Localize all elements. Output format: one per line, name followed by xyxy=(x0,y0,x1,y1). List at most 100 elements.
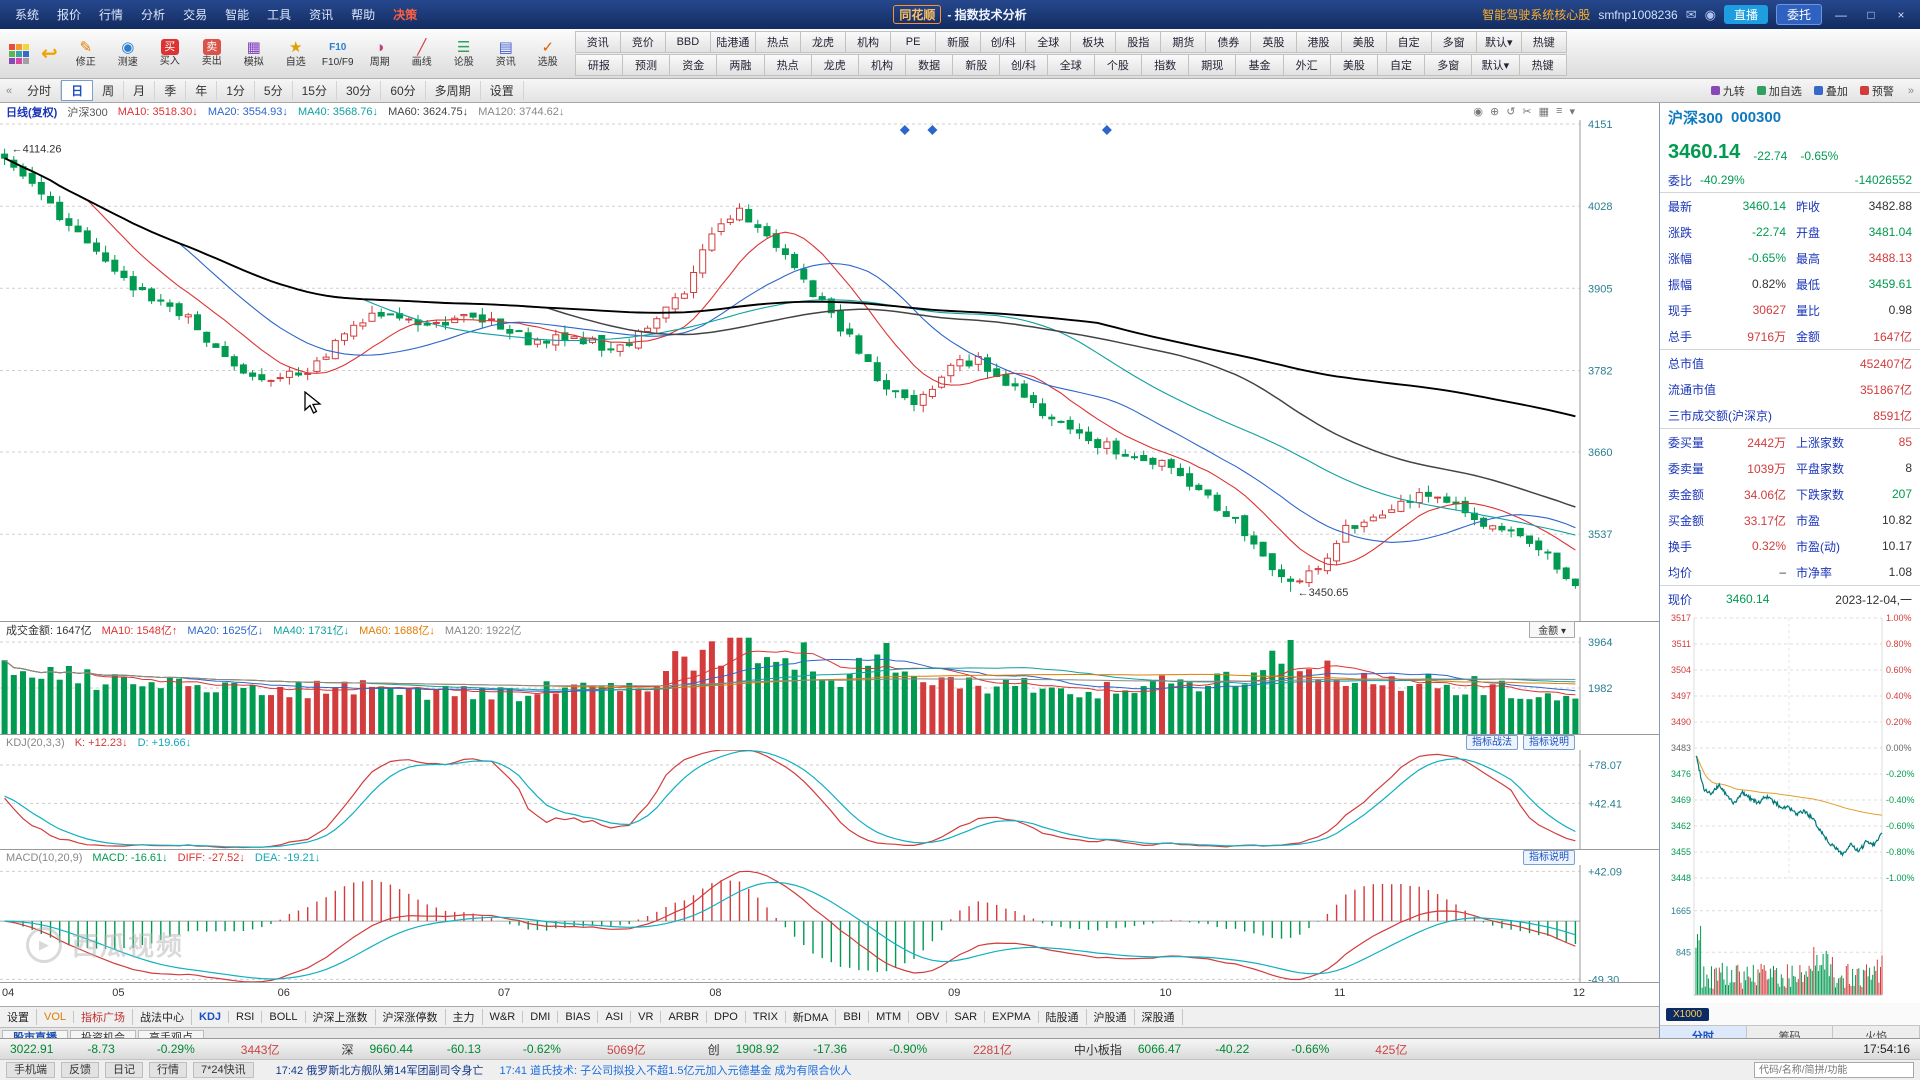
period-tab-月[interactable]: 月 xyxy=(124,81,156,100)
dropdown-icon[interactable]: ▾ xyxy=(1569,106,1575,118)
toolbar-tab[interactable]: 两融 xyxy=(717,54,765,76)
news-item[interactable]: 17:41 道氏技术: 子公司拟投入不超1.5亿元加入元德基金 成为有限合伙人 xyxy=(499,1065,852,1077)
toolbar-tab[interactable]: 热点 xyxy=(755,31,801,53)
index-quote[interactable]: 3022.91 -8.73 -0.29% 3443亿 xyxy=(10,1041,341,1058)
toolbar-button-自选[interactable]: ★ 自选 xyxy=(275,32,317,76)
candlestick-chart[interactable]: 4151 4028 3905 3782 3660 3537 ←4114.26 ←3450.65 xyxy=(0,120,1659,621)
period-tab-1分[interactable]: 1分 xyxy=(217,81,255,100)
indicator-tab-主力[interactable]: 主力 xyxy=(446,1009,483,1025)
toolbar-tab[interactable]: 自定 xyxy=(1386,31,1432,53)
toolbar-tab[interactable]: BBD xyxy=(665,31,711,53)
period-tool-叠加[interactable]: 叠加 xyxy=(1813,83,1848,99)
kline-mode-label[interactable]: 日线(复权) xyxy=(6,106,58,119)
toolbar-tab[interactable]: 期货 xyxy=(1161,31,1207,53)
toolbar-tab[interactable]: 美股 xyxy=(1330,54,1378,76)
index-quote[interactable]: 深 9660.44 -60.13 -0.62% 5069亿 xyxy=(341,1041,707,1058)
toolbar-button-画线[interactable]: ╱ 画线 xyxy=(401,32,443,76)
indicator-tab-W&R[interactable]: W&R xyxy=(483,1011,524,1023)
toolbar-tab[interactable]: 机构 xyxy=(846,31,892,53)
toolbar-tab[interactable]: 外汇 xyxy=(1283,54,1331,76)
indicator-tab-VOL[interactable]: VOL xyxy=(37,1011,75,1023)
grid-icon[interactable]: ▦ xyxy=(1538,106,1550,118)
menu-item[interactable]: 资讯 xyxy=(309,8,334,22)
index-quote[interactable]: 创 1908.92 -17.36 -0.90% 2281亿 xyxy=(708,1041,1074,1058)
macd-chart[interactable]: +42.09 -49.30 xyxy=(0,865,1659,982)
period-tab-分时[interactable]: 分时 xyxy=(18,81,62,100)
menu-item[interactable]: 行情 xyxy=(99,8,124,22)
back-icon[interactable]: ↩ xyxy=(41,43,58,65)
toolbar-tab[interactable]: 多窗 xyxy=(1431,31,1477,53)
menu-item[interactable]: 报价 xyxy=(57,8,82,22)
toolbar-tab[interactable]: 资金 xyxy=(670,54,718,76)
indicator-help-button[interactable]: 指标说明 xyxy=(1523,850,1575,865)
nav-left-icon[interactable]: « xyxy=(6,84,13,97)
intraday-mini-chart[interactable]: 3517 1.00% 3511 0.80% 3504 0.60% 3497 0.40% 3490… xyxy=(1660,612,1920,1003)
menu-icon[interactable]: ≡ xyxy=(1556,105,1563,117)
indicator-tab-陆股通[interactable]: 陆股通 xyxy=(1039,1009,1087,1025)
toolbar-tab[interactable]: 新股 xyxy=(953,54,1001,76)
toolbar-tab[interactable]: 创/科 xyxy=(981,31,1027,53)
toolbar-button-模拟[interactable]: ▦ 模拟 xyxy=(233,32,275,76)
alert-icon[interactable]: ◉ xyxy=(1704,6,1716,22)
toolbar-tab[interactable]: 期现 xyxy=(1189,54,1237,76)
toolbar-tab[interactable]: 指数 xyxy=(1142,54,1190,76)
live-button[interactable]: 直播 xyxy=(1723,5,1768,24)
toolbar-tab[interactable]: 多窗 xyxy=(1425,54,1473,76)
news-tab-手机端[interactable]: 手机端 xyxy=(6,1062,55,1078)
toolbar-tab[interactable]: 陆港通 xyxy=(710,31,756,53)
toolbar-tab[interactable]: 英股 xyxy=(1251,31,1297,53)
period-tab-多周期[interactable]: 多周期 xyxy=(426,81,481,100)
minimize-button[interactable]: — xyxy=(1835,7,1847,22)
toolbar-tab[interactable]: 数据 xyxy=(906,54,954,76)
toolbar-tab[interactable]: 机构 xyxy=(858,54,907,76)
indicator-tab-TRIX[interactable]: TRIX xyxy=(746,1011,786,1023)
menu-item[interactable]: 交易 xyxy=(183,8,208,22)
menu-item[interactable]: 分析 xyxy=(141,8,166,22)
toolbar-tab[interactable]: 债券 xyxy=(1206,31,1252,53)
indicator-tab-OBV[interactable]: OBV xyxy=(909,1011,948,1023)
menu-item[interactable]: 智能 xyxy=(225,8,250,22)
toolbar-tab[interactable]: 港股 xyxy=(1296,31,1342,53)
period-tab-5分[interactable]: 5分 xyxy=(255,81,293,100)
indicator-tab-沪深上涨数[interactable]: 沪深上涨数 xyxy=(306,1009,376,1025)
toolbar-button-资讯[interactable]: ▤ 资讯 xyxy=(485,32,527,76)
indicator-tab-BBI[interactable]: BBI xyxy=(836,1011,870,1023)
mini-tab-筹码[interactable]: 筹码 xyxy=(1746,1025,1834,1038)
toolbar-tab[interactable]: 热键 xyxy=(1519,54,1567,76)
toolbar-tab[interactable]: 个股 xyxy=(1094,54,1143,76)
news-item[interactable]: 17:42 俄罗斯北方舰队第14军团副司令身亡 xyxy=(275,1065,484,1077)
period-tool-加自选[interactable]: 加自选 xyxy=(1756,83,1802,99)
indicator-tab-沪股通[interactable]: 沪股通 xyxy=(1087,1009,1135,1025)
toolbar-tab[interactable]: 竞价 xyxy=(620,31,666,53)
undo-icon[interactable]: ↺ xyxy=(1506,106,1516,118)
indicator-tab-设置[interactable]: 设置 xyxy=(0,1009,37,1025)
toolbar-tab[interactable]: 板块 xyxy=(1071,31,1117,53)
news-tab-日记[interactable]: 日记 xyxy=(105,1062,143,1078)
toolbar-button-修正[interactable]: ✎ 修正 xyxy=(65,32,107,76)
indicator-tab-BIAS[interactable]: BIAS xyxy=(558,1011,599,1023)
macd-title[interactable]: MACD(10,20,9) xyxy=(6,851,83,864)
toolbar-tab[interactable]: 研报 xyxy=(574,54,623,76)
indicator-tab-RSI[interactable]: RSI xyxy=(229,1011,263,1023)
period-tool-预警[interactable]: 预警 xyxy=(1859,83,1894,99)
indicator-strategy-button[interactable]: 指标战法 xyxy=(1466,735,1518,750)
toolbar-button-测速[interactable]: ◉ 测速 xyxy=(107,32,149,76)
stock-code-input[interactable] xyxy=(1754,1062,1914,1078)
mini-tab-火焰[interactable]: 火焰 xyxy=(1833,1025,1920,1038)
indicator-tab-新DMA[interactable]: 新DMA xyxy=(786,1009,837,1025)
period-tab-周[interactable]: 周 xyxy=(93,81,125,100)
indicator-tab-深股通[interactable]: 深股通 xyxy=(1135,1009,1183,1025)
indicator-tab-DMI[interactable]: DMI xyxy=(523,1011,559,1023)
index-quote[interactable]: 中小板指 6066.47 -40.22 -0.66% 425亿 xyxy=(1074,1041,1470,1058)
toolbar-tab[interactable]: 全球 xyxy=(1026,31,1072,53)
period-tab-30分[interactable]: 30分 xyxy=(337,81,382,100)
period-tab-季[interactable]: 季 xyxy=(155,81,187,100)
period-tab-年[interactable]: 年 xyxy=(186,81,218,100)
indicator-tab-MTM[interactable]: MTM xyxy=(869,1011,910,1023)
vip-banner[interactable]: 智能驾驶系统核心股 xyxy=(1482,8,1591,22)
toolbar-tab[interactable]: 全球 xyxy=(1047,54,1095,76)
toolbar-tab[interactable]: 自定 xyxy=(1377,54,1426,76)
toolbar-tab[interactable]: 龙虎 xyxy=(801,31,847,53)
menu-item-decision[interactable]: 决策 xyxy=(393,8,418,22)
close-button[interactable]: × xyxy=(1897,7,1905,22)
